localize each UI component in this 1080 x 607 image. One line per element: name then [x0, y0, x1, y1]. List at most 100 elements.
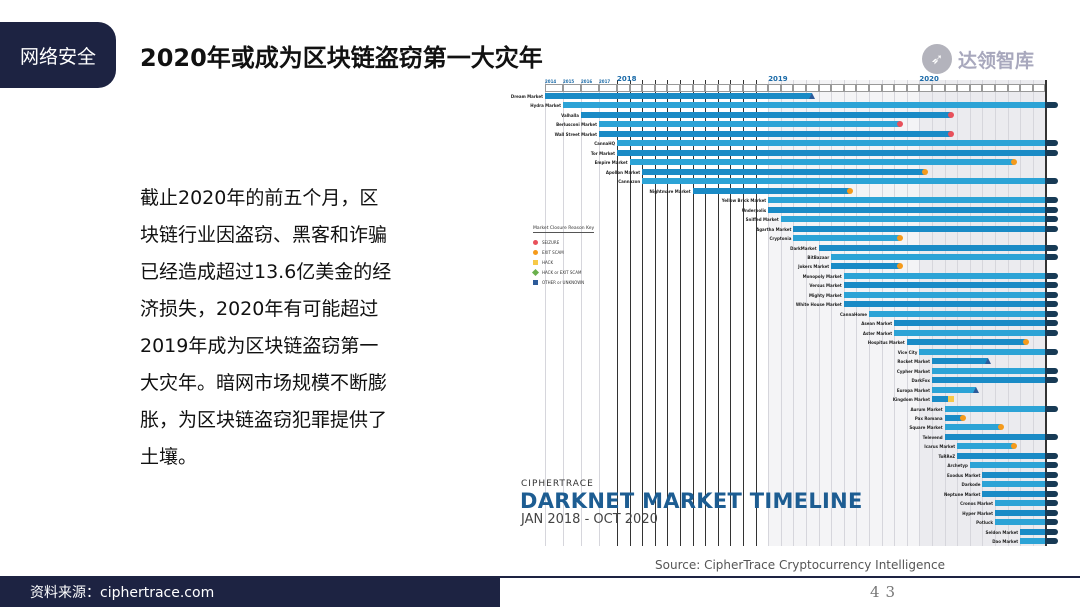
market-bar: [944, 405, 1045, 412]
grid-line: [717, 80, 719, 546]
market-bar: [831, 253, 1045, 260]
ongoing-tail: [1045, 178, 1058, 185]
market-label: Nightmare Market: [649, 188, 691, 194]
ongoing-tail: [1045, 291, 1058, 298]
market-bar: [869, 310, 1045, 317]
ongoing-tail: [1045, 500, 1058, 507]
market-label: Pax Romana: [914, 415, 943, 421]
ongoing-tail: [1045, 490, 1058, 497]
month-header-cell: [617, 84, 630, 92]
market-bar: [995, 519, 1045, 526]
month-header-cell: [730, 84, 743, 92]
legend-label: HACK: [542, 259, 554, 265]
market-bar: [982, 481, 1045, 488]
ongoing-tail: [1045, 216, 1058, 223]
legend-label: HACK or EXIT SCAM: [542, 269, 582, 275]
body-line: 土壤。: [140, 446, 198, 468]
month-header-cell: [919, 84, 932, 92]
market-bar: [969, 462, 1045, 469]
ongoing-tail: [1045, 519, 1058, 526]
grid-line: [856, 80, 858, 546]
market-label: Hydra Market: [530, 103, 561, 109]
year-label: 2015: [563, 79, 575, 84]
ongoing-tail: [1045, 538, 1058, 545]
market-bar: [894, 320, 1045, 327]
market-bar: [793, 235, 901, 242]
market-label: White House Market: [795, 302, 842, 308]
market-bar: [831, 263, 901, 270]
exit-marker: [922, 168, 929, 175]
market-bar: [692, 187, 850, 194]
market-bar: [932, 367, 1045, 374]
market-label: Sniffed Market: [745, 217, 779, 223]
market-bar: [617, 140, 1045, 147]
market-label: Televend: [922, 434, 943, 440]
market-bar: [944, 433, 1045, 440]
grid-line: [768, 80, 770, 546]
market-label: Archetyp: [947, 463, 968, 469]
month-header-cell: [705, 84, 718, 92]
body-line: 截止2020年的前五个月，区: [140, 187, 379, 209]
month-header-cell: [654, 84, 668, 92]
ongoing-tail: [1045, 140, 1058, 147]
other-marker-icon: [533, 279, 538, 285]
market-label: Hyper Market: [962, 510, 993, 516]
hack-marker-icon: [533, 259, 538, 265]
market-label: ToRReZ: [938, 453, 956, 459]
market-bar: [932, 386, 976, 393]
year-label: 2016: [581, 79, 593, 84]
legend-item: HACK or EXIT SCAM: [531, 267, 594, 277]
month-header-cell: [932, 84, 945, 92]
grid-line: [563, 80, 564, 546]
ongoing-tail: [1045, 367, 1058, 374]
market-label: Aster Market: [862, 330, 893, 336]
market-label: Empire Market: [594, 160, 628, 166]
footer-source: 资料来源：ciphertrace.com: [30, 585, 215, 601]
grid-line: [581, 80, 582, 546]
market-label: Mighty Market: [809, 292, 842, 298]
market-label: Europa Market: [896, 387, 930, 393]
figure-title: DARKNET MARKET TIMELINE: [520, 489, 863, 513]
body-text: 截止2020年的前五个月，区 块链行业因盗窃、黑客和诈骗 已经造成超过13.6亿…: [140, 180, 410, 476]
market-bar: [642, 168, 926, 175]
grid-line: [545, 80, 546, 546]
exit-marker: [897, 263, 904, 270]
market-bar: [768, 206, 1045, 213]
legend-item: SEIZURE: [533, 237, 594, 247]
seizure-marker: [897, 121, 904, 128]
market-label: Yellow Brick Market: [721, 198, 767, 204]
figure-source: Source: CipherTrace Cryptocurrency Intel…: [655, 558, 945, 572]
market-bar: [957, 452, 1045, 459]
market-label: Dao Market: [992, 539, 1019, 545]
ongoing-tail: [1045, 244, 1058, 251]
grid-line: [617, 80, 618, 546]
market-label: CannaHome: [839, 311, 867, 317]
ongoing-tail: [1045, 452, 1058, 459]
market-label: Potluck: [976, 520, 993, 526]
other-marker: [985, 358, 992, 365]
figure-brand: CIPHERTRACE: [521, 479, 594, 489]
year-label: 2017: [599, 79, 611, 84]
legend-item: HACK: [533, 257, 594, 267]
seizure-marker-icon: [533, 239, 538, 245]
market-label: Vice City: [897, 349, 918, 355]
month-header-cell: [743, 84, 756, 92]
market-label: Monopoly Market: [802, 273, 842, 279]
ongoing-tail: [1045, 282, 1058, 289]
month-header-cell: [563, 84, 581, 92]
logo: ➶ 达领智库: [922, 44, 1034, 74]
market-bar: [932, 377, 1045, 384]
market-label: Versus Market: [809, 283, 842, 289]
market-bar: [843, 272, 1045, 279]
grid-line: [818, 80, 820, 546]
market-label: Hospitus Market: [867, 340, 905, 346]
market-label: Jokers Market: [798, 264, 830, 270]
market-label: Agartha Market: [756, 226, 792, 232]
market-bar: [642, 178, 1045, 185]
month-header-cell: [1032, 84, 1046, 92]
grid-line: [755, 80, 757, 546]
market-label: Exodus Market: [947, 472, 981, 478]
ongoing-tail: [1045, 509, 1058, 516]
month-header-cell: [667, 84, 680, 92]
month-header-cell: [692, 84, 706, 92]
